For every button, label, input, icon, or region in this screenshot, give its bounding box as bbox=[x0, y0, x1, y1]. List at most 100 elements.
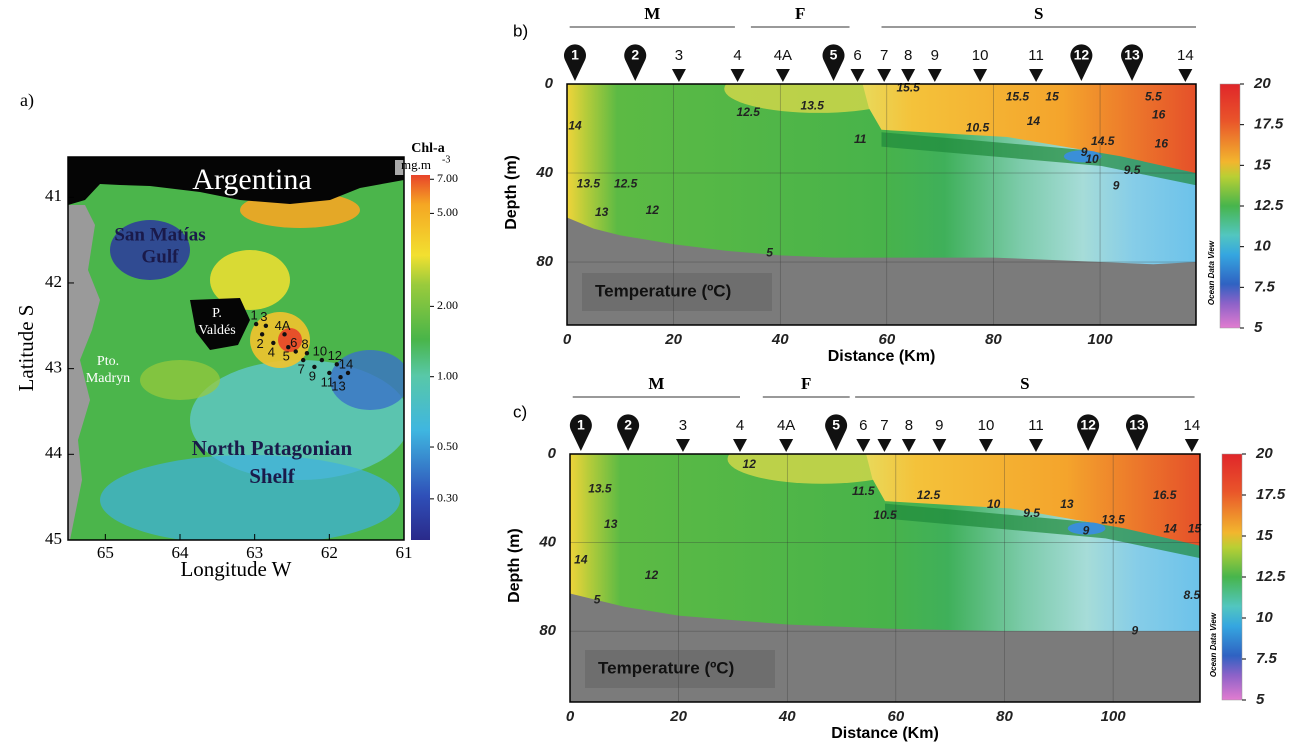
station-label: 8 bbox=[905, 417, 913, 434]
section-field bbox=[570, 454, 1200, 702]
x-tick-label: 0 bbox=[563, 331, 572, 348]
station-label: 10 bbox=[972, 47, 989, 64]
contour-label: 5 bbox=[766, 245, 773, 259]
station bbox=[334, 362, 339, 367]
station-marker bbox=[1070, 44, 1093, 81]
y-axis-label: Latitude S bbox=[14, 305, 38, 392]
field-shade bbox=[862, 84, 1196, 174]
station-marker bbox=[877, 439, 892, 452]
y-tick-label: 0 bbox=[548, 445, 557, 462]
contour-label: 12 bbox=[645, 568, 659, 582]
x-axis-label: Distance (Km) bbox=[831, 725, 939, 742]
colorbar-tick-label: 5.00 bbox=[437, 205, 458, 219]
station-label: 6 bbox=[853, 47, 861, 64]
station-label: 2 bbox=[624, 417, 632, 433]
place-label: Valdés bbox=[198, 323, 235, 338]
x-tick-label: 100 bbox=[1088, 331, 1114, 348]
zone-label: M bbox=[648, 374, 664, 393]
field-label: Temperature (ºC) bbox=[595, 281, 731, 300]
station-label: 4 bbox=[733, 47, 741, 64]
colorbar-unit: mg.m bbox=[401, 157, 431, 172]
contour-label: 16 bbox=[1152, 107, 1166, 121]
station-label: 11 bbox=[321, 374, 335, 389]
station-marker bbox=[927, 69, 942, 82]
colorbar-unit-exponent: -3 bbox=[442, 154, 450, 165]
station-marker bbox=[779, 439, 794, 452]
station-label: 6 bbox=[859, 417, 867, 434]
y-tick-label: 45 bbox=[45, 529, 62, 548]
x-tick-label: 65 bbox=[97, 543, 114, 562]
field-label-box bbox=[585, 650, 775, 688]
station-marker bbox=[901, 439, 916, 452]
colorbar-tick-label: 10 bbox=[1254, 238, 1271, 255]
station-marker bbox=[822, 44, 845, 81]
contour-label: 15 bbox=[1188, 521, 1202, 535]
contour-label: 14.5 bbox=[1091, 134, 1115, 148]
contour-label: 15 bbox=[1045, 90, 1059, 104]
contour-label: 9 bbox=[1131, 623, 1138, 637]
station-marker bbox=[1121, 44, 1144, 81]
y-tick-label: 42 bbox=[45, 272, 62, 291]
station-marker bbox=[569, 414, 592, 451]
station-label: 14 bbox=[1177, 47, 1194, 64]
station-label: 14 bbox=[339, 356, 353, 371]
colorbar-tick-label: 7.5 bbox=[1256, 650, 1278, 667]
place-label: North Patagonian bbox=[192, 436, 353, 460]
x-tick-label: 0 bbox=[566, 708, 575, 725]
station-marker bbox=[1178, 69, 1193, 82]
zone-label: F bbox=[795, 4, 805, 23]
contour-label: 10 bbox=[1085, 152, 1099, 166]
station bbox=[338, 375, 343, 380]
station-label: 9 bbox=[309, 368, 316, 383]
station-label: 5 bbox=[830, 47, 838, 63]
colorbar bbox=[1219, 83, 1241, 329]
station bbox=[304, 351, 310, 356]
y-tick-label: 43 bbox=[45, 358, 62, 377]
station bbox=[263, 323, 269, 328]
station bbox=[253, 321, 259, 327]
contour-label: 13 bbox=[595, 205, 609, 219]
station bbox=[345, 370, 351, 376]
station-marker bbox=[979, 439, 994, 452]
station-label: 14 bbox=[1184, 417, 1201, 434]
field-label-box bbox=[582, 273, 772, 311]
colorbar-tick-label: 15 bbox=[1256, 527, 1273, 544]
station bbox=[286, 345, 291, 350]
station-marker bbox=[775, 69, 790, 82]
y-tick-label: 40 bbox=[538, 534, 556, 551]
y-tick-label: 0 bbox=[545, 75, 554, 92]
station bbox=[319, 357, 325, 363]
y-tick-label: 40 bbox=[535, 164, 553, 181]
x-tick-label: 40 bbox=[771, 331, 789, 348]
station-label: 5 bbox=[832, 417, 840, 433]
colorbar-tick-label: 17.5 bbox=[1256, 486, 1286, 503]
station-marker bbox=[563, 44, 586, 81]
station-label: 1 bbox=[251, 308, 258, 323]
contour-label: 11.5 bbox=[852, 484, 875, 498]
place-label: Argentina bbox=[192, 163, 311, 196]
y-tick-label: 44 bbox=[45, 443, 63, 462]
station-label: 11 bbox=[1028, 47, 1044, 64]
station-marker bbox=[856, 439, 871, 452]
colorbar-tick-label: 10 bbox=[1256, 609, 1273, 626]
map-artwork bbox=[68, 157, 404, 540]
station-marker bbox=[973, 69, 988, 82]
zone-label: S bbox=[1034, 4, 1043, 23]
contour-label: 13.5 bbox=[1101, 513, 1125, 527]
colorbar bbox=[1221, 453, 1243, 701]
station-label: 5 bbox=[283, 349, 290, 364]
colorbar-tick-label: 12.5 bbox=[1254, 197, 1284, 214]
contour-label: 13.5 bbox=[577, 176, 601, 190]
y-axis-label: Depth (m) bbox=[506, 528, 523, 603]
station bbox=[259, 332, 265, 337]
station-label: 7 bbox=[880, 47, 888, 64]
station-label: 9 bbox=[935, 417, 943, 434]
station-marker bbox=[624, 44, 647, 81]
field-shade bbox=[885, 503, 1200, 559]
contour-label: 10.5 bbox=[873, 508, 897, 522]
x-tick-label: 64 bbox=[172, 543, 190, 562]
station-label: 7 bbox=[298, 362, 305, 377]
x-tick-label: 40 bbox=[778, 708, 796, 725]
colorbar-tick-label: 1.00 bbox=[437, 368, 458, 382]
plot-frame bbox=[569, 453, 1201, 703]
